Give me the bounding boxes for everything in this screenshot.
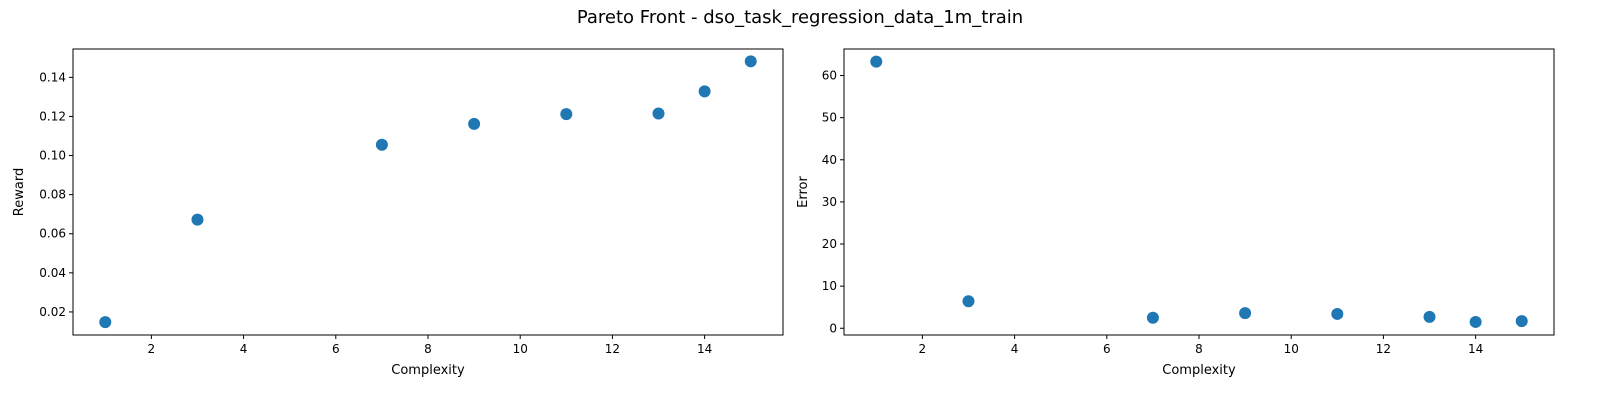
reward-x-tick-label: 12 <box>605 342 620 356</box>
error-x-tick-label: 12 <box>1376 342 1391 356</box>
error-axes-frame <box>843 48 1555 336</box>
reward-y-tick-label: 0.12 <box>39 109 66 123</box>
error-data-point <box>870 55 883 68</box>
error-x-tick-label: 14 <box>1468 342 1483 356</box>
error-y-tick-label: 10 <box>822 279 837 293</box>
error-y-tick-label: 30 <box>822 195 837 209</box>
error-data-point <box>962 295 975 308</box>
reward-x-tick-label: 14 <box>697 342 712 356</box>
reward-data-point <box>652 107 665 120</box>
reward-data-point <box>744 55 757 68</box>
error-data-point <box>1146 311 1159 324</box>
error-x-axis-label: Complexity <box>1162 363 1236 378</box>
reward-y-tick-label: 0.02 <box>39 305 66 319</box>
reward-y-tick-label: 0.10 <box>39 149 66 163</box>
error-x-tick-label: 10 <box>1284 342 1299 356</box>
reward-data-point <box>560 108 573 121</box>
error-data-point <box>1239 307 1252 320</box>
reward-y-tick-label: 0.04 <box>39 266 66 280</box>
reward-x-tick-label: 8 <box>424 342 432 356</box>
reward-vs-complexity-plot: 2 4 6 8 10 12 14 0.02 0.04 0.06 0.08 0.10 0.12 0.14 Co… <box>12 48 784 378</box>
reward-y-tick-label: 0.14 <box>39 70 66 84</box>
reward-data-point <box>191 213 204 226</box>
error-y-tick-label: 50 <box>822 111 837 125</box>
error-data-point <box>1423 310 1436 323</box>
reward-x-tick-label: 4 <box>240 342 248 356</box>
reward-y-tick-label: 0.06 <box>39 227 66 241</box>
error-vs-complexity-plot: 2 4 6 8 10 12 14 0 10 20 30 40 50 60 Complexity Error <box>796 48 1555 378</box>
reward-data-point <box>468 117 481 130</box>
reward-data-point <box>698 85 711 98</box>
reward-y-tick-label: 0.08 <box>39 188 66 202</box>
error-y-tick-label: 0 <box>829 321 837 335</box>
error-x-tick-label: 8 <box>1195 342 1203 356</box>
reward-x-tick-label: 10 <box>513 342 528 356</box>
error-y-tick-label: 40 <box>822 153 837 167</box>
error-data-point <box>1469 315 1482 328</box>
reward-axes-frame <box>72 48 784 336</box>
reward-x-tick-label: 6 <box>332 342 340 356</box>
reward-y-axis-label: Reward <box>12 168 27 216</box>
reward-data-point <box>375 138 388 151</box>
error-y-tick-label: 20 <box>822 237 837 251</box>
reward-x-tick-label: 2 <box>148 342 156 356</box>
reward-x-axis-label: Complexity <box>391 363 465 378</box>
error-x-tick-label: 2 <box>919 342 927 356</box>
error-x-tick-label: 6 <box>1103 342 1111 356</box>
error-data-point <box>1515 315 1528 328</box>
figure-title: Pareto Front - dso_task_regression_data_… <box>577 7 1023 28</box>
error-x-tick-label: 4 <box>1011 342 1019 356</box>
error-y-axis-label: Error <box>796 176 811 208</box>
error-data-point <box>1331 307 1344 320</box>
reward-data-point <box>99 316 112 329</box>
error-y-tick-label: 60 <box>822 69 837 83</box>
